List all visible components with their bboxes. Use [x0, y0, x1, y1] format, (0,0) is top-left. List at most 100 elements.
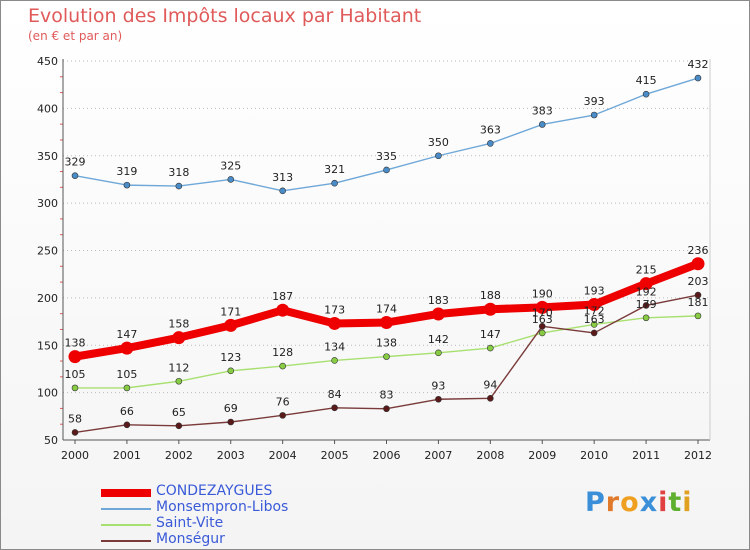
y-tick-label: 300	[37, 197, 58, 210]
data-point	[691, 257, 705, 271]
y-tick-label: 100	[37, 387, 58, 400]
proxiti-logo: Proxiti	[585, 487, 693, 518]
data-label: 321	[324, 163, 345, 176]
data-point	[68, 350, 82, 364]
grid	[60, 60, 710, 441]
data-label: 313	[272, 171, 293, 184]
data-point	[331, 357, 338, 364]
data-point	[483, 302, 497, 316]
logo-letter: P	[585, 487, 606, 518]
data-point	[383, 405, 390, 413]
data-label: 93	[431, 379, 445, 392]
data-label: 415	[636, 74, 657, 87]
x-tick-label: 2010	[580, 449, 608, 462]
data-point	[535, 300, 549, 314]
data-point	[331, 179, 338, 187]
data-point	[279, 187, 286, 195]
data-point	[123, 181, 131, 189]
data-label: 172	[584, 304, 605, 317]
legend-swatch	[101, 489, 151, 497]
data-point	[276, 303, 290, 317]
data-point	[279, 412, 286, 419]
data-label: 84	[328, 388, 342, 401]
data-label: 123	[220, 351, 241, 364]
data-point	[694, 291, 702, 299]
legend-label: Monségur	[156, 531, 225, 547]
x-tick-label: 2001	[113, 449, 141, 462]
data-label: 147	[480, 328, 501, 341]
data-point	[224, 318, 238, 332]
data-point	[639, 277, 653, 291]
y-tick-label: 350	[37, 150, 58, 163]
y-tick-label: 50	[44, 434, 58, 447]
data-point	[227, 367, 235, 375]
chart-title: Evolution des Impôts locaux par Habitant	[28, 5, 422, 27]
data-point	[380, 316, 393, 330]
y-axis-ticks: 50 100 150 200 250 300 350 400 450	[37, 55, 58, 447]
x-tick-label: 2000	[61, 449, 89, 462]
legend-label: Saint-Vite	[156, 515, 224, 531]
data-point	[694, 312, 702, 320]
data-label: 138	[65, 337, 86, 350]
x-tick-label: 2003	[217, 449, 245, 462]
data-point	[487, 344, 494, 352]
data-point	[538, 121, 546, 128]
data-label: 192	[636, 285, 657, 298]
x-tick-label: 2004	[269, 449, 297, 462]
data-point	[172, 331, 186, 345]
series-layer	[68, 74, 705, 436]
chart-subtitle: (en € et par an)	[28, 29, 123, 43]
data-point	[590, 111, 598, 119]
data-label: 142	[428, 333, 449, 346]
data-label: 105	[116, 368, 137, 381]
data-label: 329	[65, 156, 86, 169]
legend-swatch	[101, 508, 151, 510]
data-label: 171	[220, 305, 241, 318]
data-label: 94	[483, 378, 497, 391]
x-tick-label: 2005	[321, 449, 349, 462]
data-label: 76	[276, 395, 290, 408]
data-point	[227, 418, 235, 426]
data-point	[328, 316, 342, 330]
data-label: 319	[116, 165, 137, 178]
data-label: 181	[688, 296, 709, 309]
data-label: 173	[324, 303, 345, 316]
x-tick-label: 2009	[528, 449, 556, 462]
data-label: 179	[636, 298, 657, 311]
y-tick-label: 150	[37, 339, 58, 352]
data-point	[123, 421, 131, 429]
data-label: 432	[688, 58, 709, 71]
legend-swatch	[101, 524, 151, 526]
data-label: 187	[272, 290, 293, 303]
data-label: 215	[636, 264, 657, 277]
data-point	[120, 341, 134, 355]
data-label: 170	[532, 306, 553, 319]
data-point	[331, 404, 338, 412]
data-point	[538, 322, 546, 330]
data-label: 383	[532, 104, 553, 117]
data-point	[587, 298, 601, 312]
logo-letter: t	[668, 487, 683, 518]
data-label: 183	[428, 294, 449, 307]
data-label: 138	[376, 337, 397, 350]
x-tick-label: 2007	[424, 449, 452, 462]
data-point	[487, 140, 494, 147]
data-point	[435, 395, 442, 403]
logo-letter: x	[639, 487, 659, 518]
data-point	[175, 422, 183, 430]
data-label: 158	[168, 318, 189, 331]
data-label: 350	[428, 136, 449, 149]
y-tick-label: 250	[37, 245, 58, 258]
data-label: 174	[376, 303, 397, 316]
y-tick-label: 450	[37, 55, 58, 68]
data-label: 325	[220, 159, 241, 172]
data-label: 335	[376, 150, 397, 163]
x-tick-label: 2008	[476, 449, 504, 462]
data-label: 190	[532, 287, 553, 300]
data-point	[71, 384, 79, 392]
data-point	[435, 349, 442, 357]
legend-swatch	[101, 540, 151, 542]
axes	[62, 59, 711, 441]
